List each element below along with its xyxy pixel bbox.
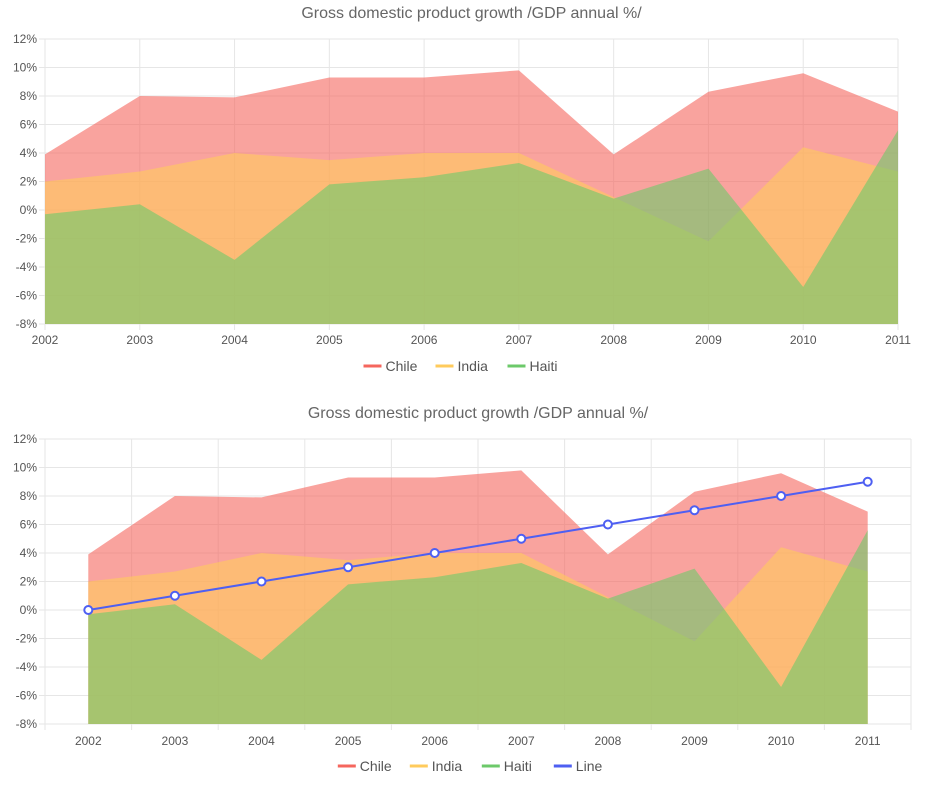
x-tick-label: 2004 xyxy=(248,734,275,748)
line-point-line xyxy=(516,533,527,544)
x-tick-label: 2004 xyxy=(221,333,248,347)
y-tick-label: 4% xyxy=(20,146,38,160)
x-tick-label: 2011 xyxy=(885,333,911,347)
line-point-line xyxy=(256,576,267,587)
x-tick-label: 2009 xyxy=(695,333,722,347)
y-tick-label: 10% xyxy=(13,461,37,475)
y-tick-label: 2% xyxy=(20,575,38,589)
x-tick-label: 2003 xyxy=(162,734,189,748)
line-point-line xyxy=(602,519,613,530)
legend-label-haiti[interactable]: Haiti xyxy=(530,358,558,374)
x-tick-label: 2002 xyxy=(75,734,102,748)
legend-label-india[interactable]: India xyxy=(432,758,463,774)
line-point-line xyxy=(83,605,94,615)
x-tick-label: 2011 xyxy=(855,734,881,748)
x-tick-label: 2006 xyxy=(421,734,448,748)
x-tick-label: 2002 xyxy=(32,333,59,347)
area-haiti xyxy=(45,130,898,324)
legend: Chile India Haiti xyxy=(363,358,558,374)
y-tick-label: 0% xyxy=(20,203,38,217)
line-line xyxy=(88,480,868,611)
x-tick-label: 2007 xyxy=(506,333,533,347)
y-tick-label: 6% xyxy=(20,518,38,532)
gdp-growth-area-line-chart: Gross domestic product growth /GDP annua… xyxy=(13,405,912,774)
line-point-line xyxy=(343,562,354,573)
gdp-growth-area-chart: Gross domestic product growth /GDP annua… xyxy=(13,5,911,374)
line-point-line xyxy=(689,505,700,516)
chart-title: Gross domestic product growth /GDP annua… xyxy=(308,405,649,422)
y-tick-label: -2% xyxy=(16,632,38,646)
area-haiti xyxy=(88,530,868,724)
x-tick-label: 2003 xyxy=(126,333,153,347)
x-tick-label: 2008 xyxy=(595,734,622,748)
y-tick-label: 10% xyxy=(13,61,37,75)
y-tick-label: -4% xyxy=(16,260,38,274)
y-tick-label: -4% xyxy=(16,660,38,674)
legend-label-line[interactable]: Line xyxy=(576,758,603,774)
y-tick-label: -8% xyxy=(16,317,38,331)
x-tick-label: 2009 xyxy=(681,734,708,748)
y-tick-label: 12% xyxy=(13,32,37,46)
y-tick-label: -6% xyxy=(16,289,38,303)
y-tick-label: 4% xyxy=(20,546,38,560)
x-tick-label: 2007 xyxy=(508,734,535,748)
y-tick-label: 6% xyxy=(20,118,38,132)
y-tick-label: 2% xyxy=(20,175,38,189)
y-tick-label: -8% xyxy=(16,717,38,731)
y-tick-label: -2% xyxy=(16,232,38,246)
x-tick-label: 2010 xyxy=(790,333,817,347)
legend-label-india[interactable]: India xyxy=(458,358,489,374)
line-point-line xyxy=(862,476,873,487)
line-point-line xyxy=(169,590,180,601)
x-tick-label: 2006 xyxy=(411,333,438,347)
y-tick-label: -6% xyxy=(16,689,38,703)
x-tick-label: 2010 xyxy=(768,734,795,748)
line-point-line xyxy=(429,548,440,558)
y-tick-label: 0% xyxy=(20,603,38,617)
chart-title: Gross domestic product growth /GDP annua… xyxy=(301,5,642,22)
x-tick-label: 2005 xyxy=(316,333,343,347)
y-tick-label: 12% xyxy=(13,432,37,446)
legend-label-haiti[interactable]: Haiti xyxy=(504,758,532,774)
y-tick-label: 8% xyxy=(20,489,38,503)
x-tick-label: 2005 xyxy=(335,734,362,748)
y-tick-label: 8% xyxy=(20,89,38,103)
x-tick-label: 2008 xyxy=(600,333,627,347)
legend-label-chile[interactable]: Chile xyxy=(386,358,418,374)
legend: Chile India Haiti Line xyxy=(337,758,603,774)
line-point-line xyxy=(776,491,787,501)
legend-label-chile[interactable]: Chile xyxy=(360,758,392,774)
